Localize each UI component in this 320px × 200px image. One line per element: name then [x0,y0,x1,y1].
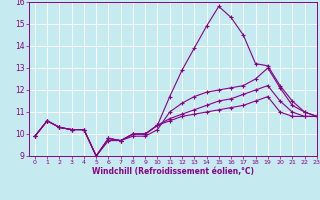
X-axis label: Windchill (Refroidissement éolien,°C): Windchill (Refroidissement éolien,°C) [92,167,254,176]
